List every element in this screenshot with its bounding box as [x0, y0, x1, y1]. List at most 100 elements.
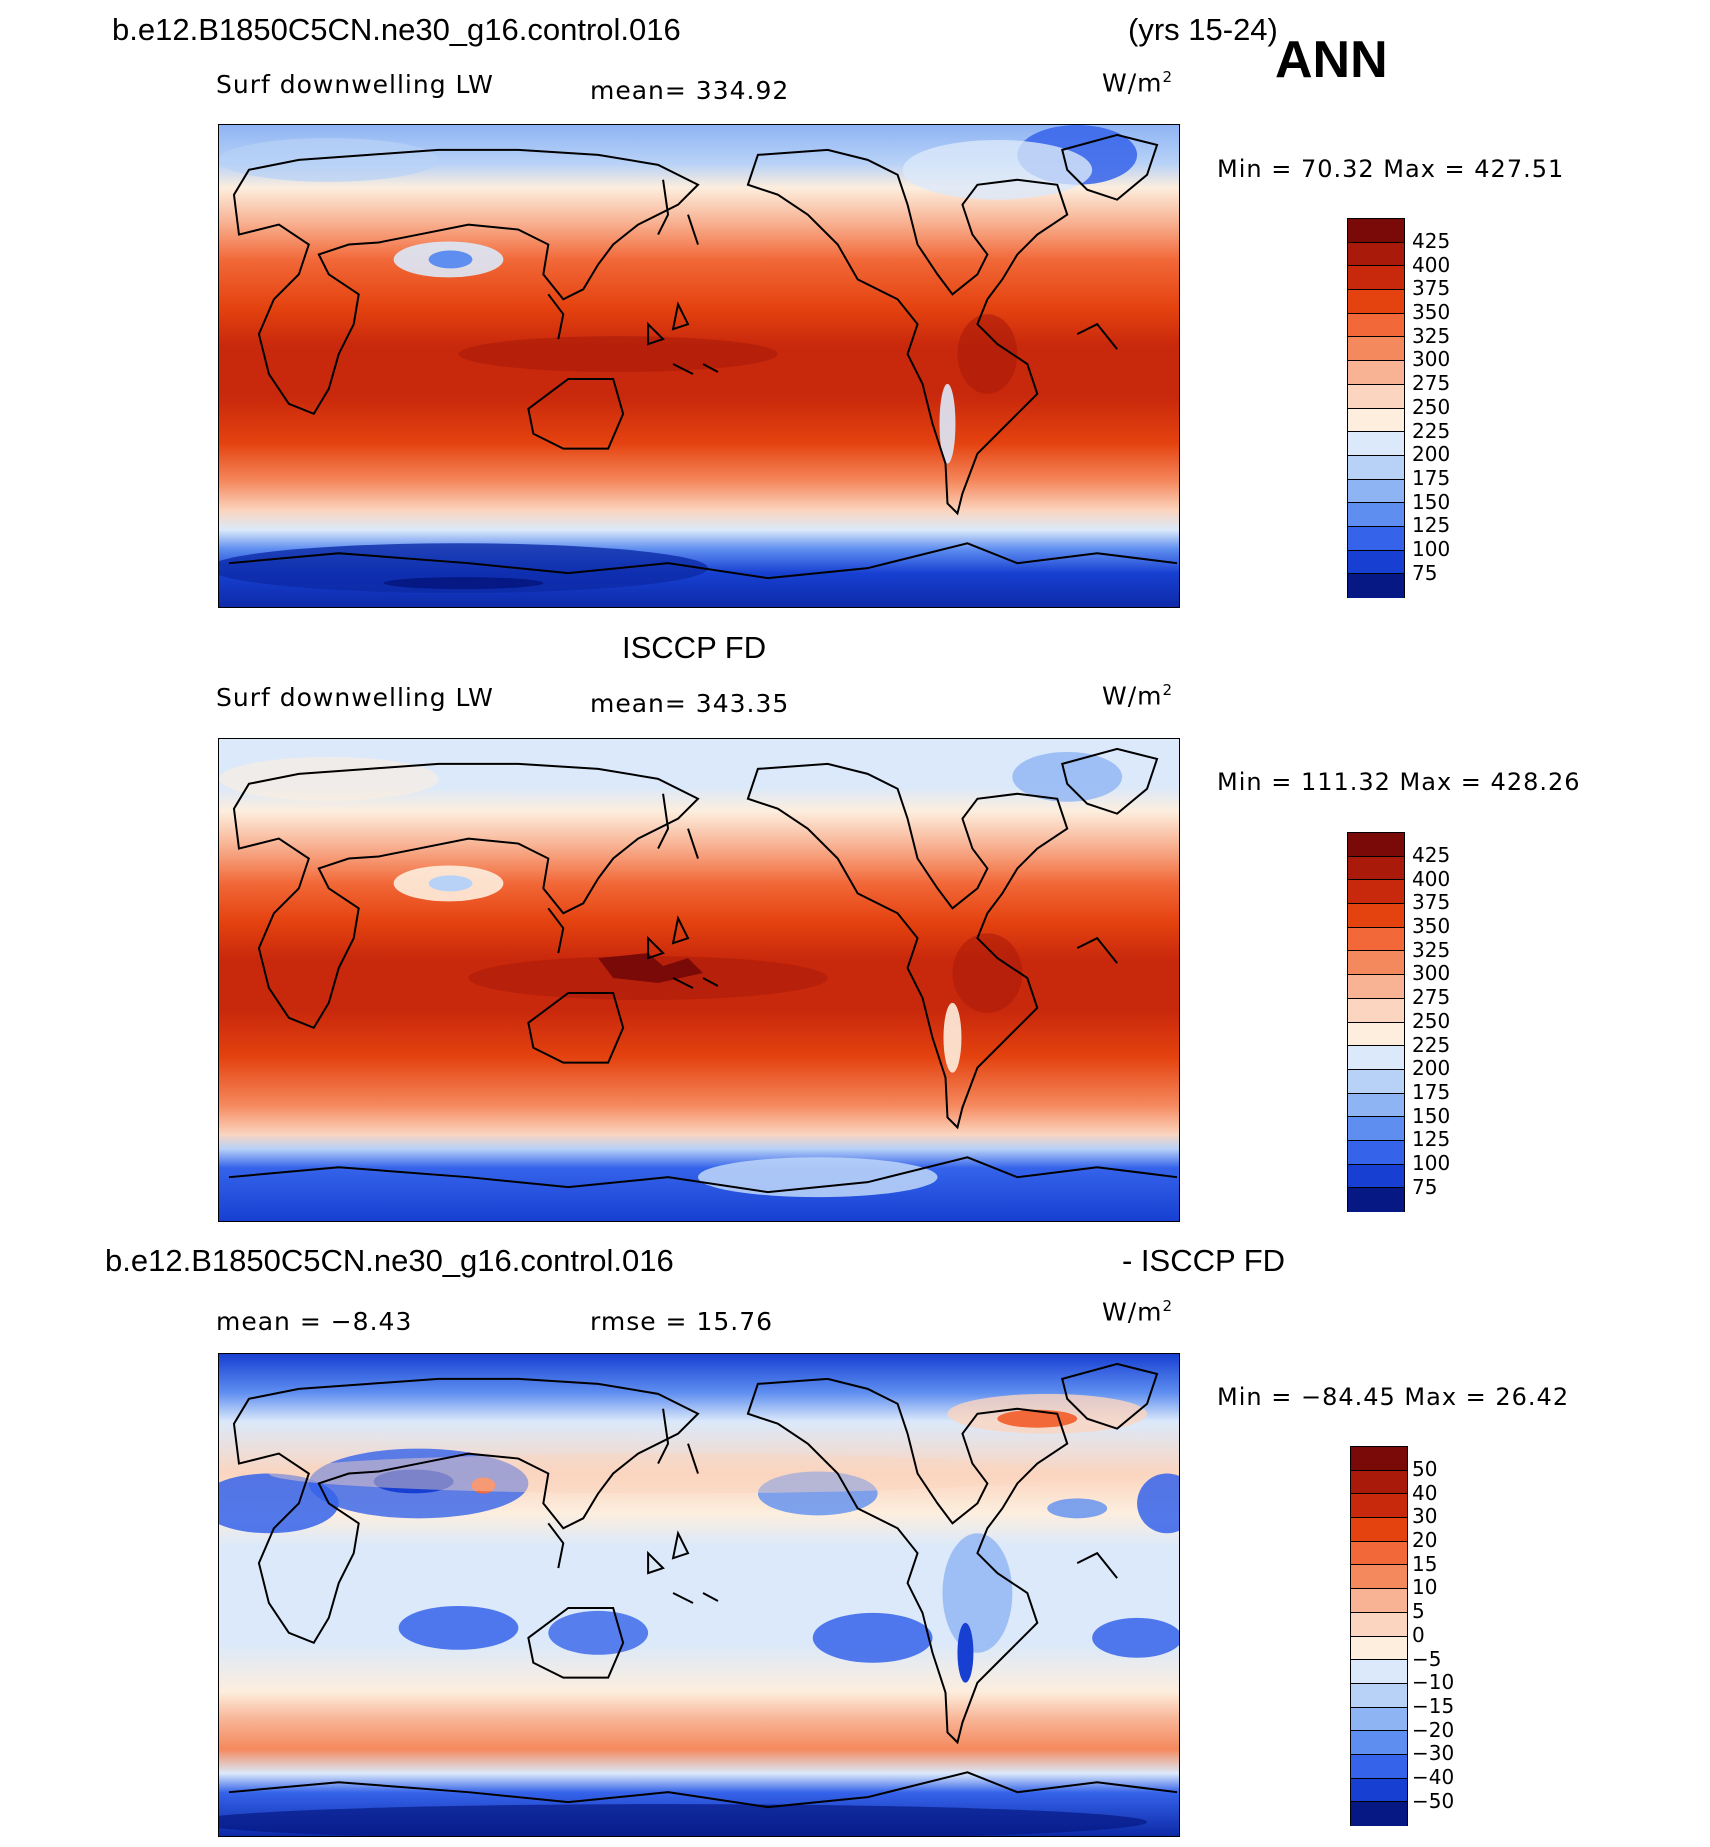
colorbar-tick-label: 10	[1412, 1575, 1438, 1600]
colorbar-tick-label: −10	[1412, 1670, 1455, 1695]
colorbar-tick-label: 40	[1412, 1480, 1438, 1505]
panel3-colorbar-swatch	[1351, 1518, 1407, 1542]
panel1-colorbar-swatch	[1348, 550, 1404, 575]
panel3-colorbar-swatch	[1351, 1660, 1407, 1684]
colorbar-tick-label: 100	[1412, 1150, 1451, 1175]
panel2-min-max: Min = 111.32 Max = 428.26	[1217, 768, 1581, 796]
panel3-colorbar-swatch	[1351, 1731, 1407, 1755]
panel2-mean-label: mean= 343.35	[590, 689, 790, 718]
colorbar-tick-label: 350	[1412, 300, 1451, 325]
panel3-colorbar-swatch	[1351, 1707, 1407, 1732]
panel1-min-max: Min = 70.32 Max = 427.51	[1217, 155, 1565, 183]
colorbar-tick-label: 175	[1412, 465, 1451, 490]
panel3-colorbar-swatch	[1351, 1447, 1407, 1471]
panel2-colorbar-swatch	[1348, 1188, 1404, 1212]
panel1-units: W/m2	[1102, 68, 1174, 98]
colorbar-tick-label: −30	[1412, 1741, 1455, 1766]
colorbar-tick-label: 75	[1412, 560, 1438, 585]
panel3-colorbar	[1350, 1446, 1408, 1826]
panel3-heading-right: - ISCCP FD	[1122, 1243, 1286, 1278]
panel3-colorbar-swatch	[1351, 1494, 1407, 1519]
panel2-colorbar-swatch	[1348, 1069, 1404, 1094]
panel3-mean-label: mean = −8.43	[216, 1307, 413, 1336]
colorbar-tick-label: 200	[1412, 442, 1451, 467]
colorbar-tick-label: 175	[1412, 1079, 1451, 1104]
colorbar-tick-label: 325	[1412, 323, 1451, 348]
colorbar-tick-label: 275	[1412, 371, 1451, 396]
panel2-colorbar-swatch	[1348, 1022, 1404, 1047]
colorbar-tick-label: 5	[1412, 1599, 1425, 1624]
panel1-colorbar-swatch	[1348, 574, 1404, 598]
panel3-colorbar-swatch	[1351, 1589, 1407, 1613]
colorbar-tick-label: −15	[1412, 1693, 1455, 1718]
panel1-colorbar-swatch	[1348, 503, 1404, 527]
panel2-units: W/m2	[1102, 681, 1174, 711]
colorbar-tick-label: 15	[1412, 1551, 1438, 1576]
colorbar-tick-label: 125	[1412, 513, 1451, 538]
panel2-colorbar-swatch	[1348, 904, 1404, 928]
panel3-colorbar-swatch	[1351, 1683, 1407, 1708]
panel1-colorbar-swatch	[1348, 290, 1404, 314]
colorbar-tick-label: 150	[1412, 1103, 1451, 1128]
colorbar-tick-label: 425	[1412, 843, 1451, 867]
figure-title: b.e12.B1850C5CN.ne30_g16.control.016	[112, 12, 681, 47]
panel3-colorbar-swatch	[1351, 1470, 1407, 1495]
panel2-colorbar-swatch	[1348, 998, 1404, 1023]
colorbar-tick-label: 50	[1412, 1457, 1438, 1481]
panel1-colorbar-swatch	[1348, 313, 1404, 338]
panel3-map	[218, 1353, 1180, 1837]
colorbar-tick-label: 400	[1412, 866, 1451, 891]
panel1-colorbar-swatch	[1348, 455, 1404, 480]
panel2-colorbar-swatch	[1348, 927, 1404, 952]
colorbar-tick-label: 225	[1412, 418, 1451, 443]
panel2-colorbar-swatch	[1348, 833, 1404, 857]
panel3-colorbar-swatch	[1351, 1541, 1407, 1566]
colorbar-tick-label: −50	[1412, 1788, 1455, 1813]
colorbar-tick-label: 400	[1412, 252, 1451, 277]
colorbar-tick-label: 0	[1412, 1622, 1425, 1647]
panel2-colorbar-swatch	[1348, 1164, 1404, 1189]
panel1-mean-label: mean= 334.92	[590, 76, 790, 105]
colorbar-tick-label: 100	[1412, 536, 1451, 561]
panel1-colorbar-swatch	[1348, 337, 1404, 362]
panel3-units: W/m2	[1102, 1297, 1174, 1327]
panel2-colorbar-swatch	[1348, 880, 1404, 905]
panel3-rmse-label: rmse = 15.76	[590, 1307, 774, 1336]
colorbar-tick-label: 250	[1412, 1008, 1451, 1033]
colorbar-tick-label: 325	[1412, 937, 1451, 962]
panel2-colorbar-labels: 425 400 375 350 325 300 275 250 225 200 …	[1412, 843, 1492, 1199]
colorbar-tick-label: 125	[1412, 1127, 1451, 1152]
panel2-map	[218, 738, 1180, 1222]
panel3-colorbar-swatch	[1351, 1565, 1407, 1590]
panel1-colorbar-swatch	[1348, 219, 1404, 243]
panel3-min-max: Min = −84.45 Max = 26.42	[1217, 1383, 1570, 1411]
colorbar-tick-label: 75	[1412, 1174, 1438, 1199]
colorbar-tick-label: 200	[1412, 1056, 1451, 1081]
panel1-colorbar-swatch	[1348, 242, 1404, 267]
panel3-heading-left: b.e12.B1850C5CN.ne30_g16.control.016	[105, 1243, 674, 1278]
season-label: ANN	[1275, 31, 1388, 89]
panel2-variable-label: Surf downwelling LW	[216, 683, 494, 712]
colorbar-tick-label: 30	[1412, 1504, 1438, 1529]
panel2-colorbar-swatch	[1348, 1140, 1404, 1165]
panel3-colorbar-swatch	[1351, 1612, 1407, 1637]
panel1-colorbar-swatch	[1348, 479, 1404, 504]
panel1-colorbar-swatch	[1348, 384, 1404, 409]
panel3-colorbar-swatch	[1351, 1802, 1407, 1826]
colorbar-tick-label: 375	[1412, 890, 1451, 915]
panel1-variable-label: Surf downwelling LW	[216, 70, 494, 99]
colorbar-tick-label: 150	[1412, 489, 1451, 514]
colorbar-tick-label: 250	[1412, 394, 1451, 419]
panel1-colorbar	[1347, 218, 1405, 598]
panel1-map	[218, 124, 1180, 608]
panel3-colorbar-swatch	[1351, 1754, 1407, 1779]
panel2-colorbar-swatch	[1348, 951, 1404, 976]
colorbar-tick-label: 275	[1412, 985, 1451, 1010]
panel2-colorbar-swatch	[1348, 1117, 1404, 1141]
panel3-colorbar-labels: 50 40 30 20 15 10 5 0 −5 −10 −15 −20 −30…	[1412, 1457, 1492, 1813]
panel1-colorbar-swatch	[1348, 526, 1404, 551]
panel2-colorbar-swatch	[1348, 1093, 1404, 1118]
panel2-colorbar-swatch	[1348, 975, 1404, 999]
panel1-colorbar-swatch	[1348, 408, 1404, 433]
colorbar-tick-label: 350	[1412, 914, 1451, 939]
